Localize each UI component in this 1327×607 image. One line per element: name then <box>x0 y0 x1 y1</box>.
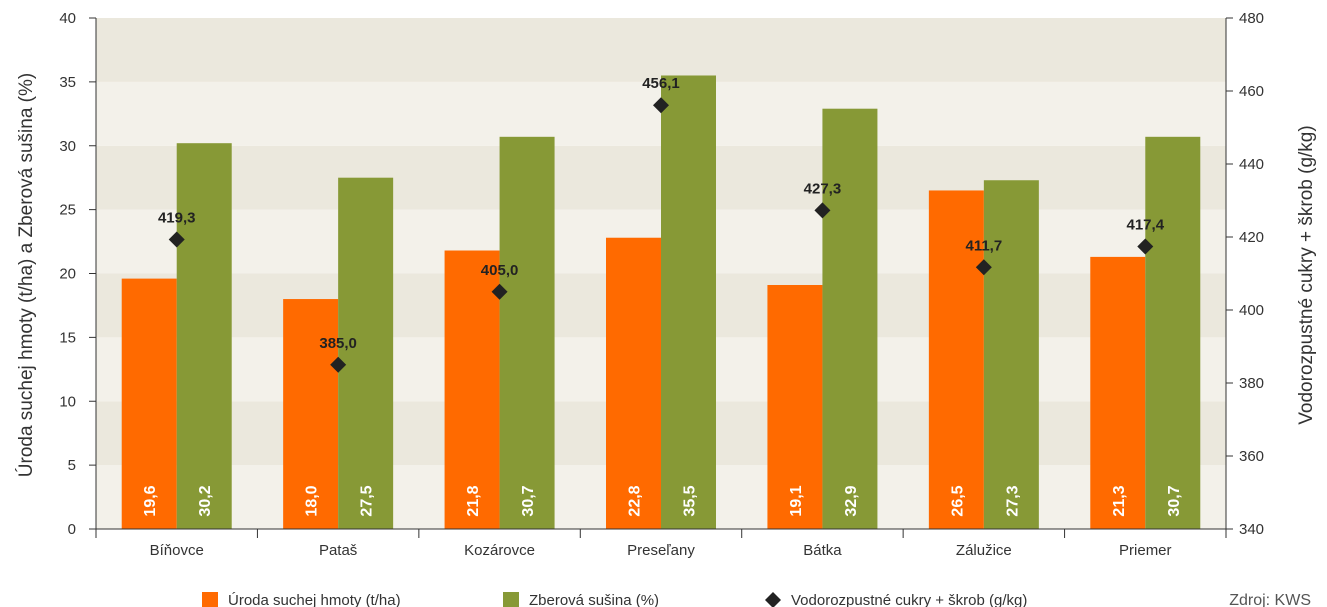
point-cukry <box>975 259 992 276</box>
bar-uroda <box>928 190 984 529</box>
point-cukry <box>330 356 347 373</box>
bar-value-label-susina: 32,9 <box>843 485 860 516</box>
x-tick-label: Zálužice <box>956 542 1012 559</box>
points <box>168 97 1154 373</box>
bar-value-label-susina: 30,7 <box>1166 485 1183 516</box>
x-tick-label: Bátka <box>803 542 842 559</box>
y2-tick-label: 420 <box>1239 229 1264 246</box>
point-value-labels: 419,3 385,0 405,0 456,1 427,3 411,7 417,4 <box>158 75 1165 352</box>
bar-susina <box>499 136 555 529</box>
legend-swatch-cukry-diamond <box>765 592 781 607</box>
bar-susina <box>822 108 878 529</box>
legend-label-cukry: Vodorozpustné cukry + škrob (g/kg) <box>791 592 1027 607</box>
legend-swatch-susina <box>503 592 519 607</box>
bar-susina <box>338 177 394 529</box>
y-tick-label: 5 <box>68 457 76 474</box>
x-tick-label: Preseľany <box>627 542 695 559</box>
y2-tick-label: 440 <box>1239 156 1264 173</box>
y-tick-label: 25 <box>59 202 76 219</box>
bar-value-label-uroda: 19,1 <box>788 485 805 516</box>
y2-tick-label: 480 <box>1239 10 1264 27</box>
y-tick-label: 30 <box>59 138 76 155</box>
bar-value-label-susina: 27,5 <box>359 485 376 516</box>
bar-uroda <box>283 299 339 529</box>
point-value-label: 456,1 <box>642 75 680 92</box>
y2-tick-label: 340 <box>1239 521 1264 538</box>
y-tick-label: 0 <box>68 521 76 538</box>
bars <box>121 75 1201 530</box>
legend-label-susina: Zberová sušina (%) <box>529 592 659 607</box>
point-cukry <box>491 283 508 300</box>
x-tick-label: Pataš <box>319 542 357 559</box>
legend-swatch-uroda <box>202 592 218 607</box>
y-tick-label: 10 <box>59 393 76 410</box>
bar-value-label-uroda: 19,6 <box>142 485 159 516</box>
point-value-label: 411,7 <box>965 237 1002 254</box>
bar-value-label-uroda: 21,8 <box>465 485 482 516</box>
y-tick-label: 40 <box>59 10 76 27</box>
bar-value-label-uroda: 22,8 <box>627 485 644 516</box>
bar-value-label-susina: 30,2 <box>197 485 214 516</box>
y-tick-label: 20 <box>59 266 76 283</box>
x-tick-label: Bíňovce <box>150 542 204 559</box>
bar-uroda <box>444 250 500 529</box>
y-tick-label: 15 <box>59 329 76 346</box>
y2-tick-label: 400 <box>1239 302 1264 319</box>
bar-uroda <box>606 237 661 530</box>
y2-axis-title: Vodorozpustné cukry + škrob (g/kg) <box>1296 125 1317 424</box>
point-cukry <box>653 97 669 114</box>
x-tick-label: Priemer <box>1119 542 1172 559</box>
y-tick-label: 35 <box>59 74 76 91</box>
bar-value-label-uroda: 21,3 <box>1111 485 1128 516</box>
bar-susina <box>661 75 716 530</box>
point-cukry <box>1137 238 1154 255</box>
y2-tick-label: 460 <box>1239 83 1264 100</box>
bar-value-label-susina: 27,3 <box>1004 485 1021 516</box>
y2-axis-ticks: 340 360 380 400 420 440 460 480 <box>1226 10 1264 538</box>
point-value-label: 405,0 <box>481 262 519 279</box>
bar-uroda <box>1090 256 1146 529</box>
y-axis-title: Úroda suchej hmoty (t/ha) a Zberová suši… <box>15 73 37 477</box>
point-value-label: 427,3 <box>804 180 842 197</box>
bar-susina <box>983 180 1039 529</box>
point-cukry <box>168 231 185 248</box>
bar-value-label-uroda: 18,0 <box>304 485 321 516</box>
bar-susina <box>1145 136 1201 529</box>
source-note: Zdroj: KWS <box>1229 592 1311 607</box>
y2-tick-label: 360 <box>1239 448 1264 465</box>
bar-value-label-uroda: 26,5 <box>949 485 966 516</box>
point-cukry <box>814 202 831 219</box>
point-value-label: 417,4 <box>1127 216 1165 233</box>
y2-tick-label: 380 <box>1239 375 1264 392</box>
x-axis-ticks: Bíňovce Pataš Kozárovce Preseľany Bátka Záluž… <box>95 529 1227 559</box>
y-axis-ticks: 0 5 10 15 20 25 30 35 40 <box>59 10 96 538</box>
bar-value-label-susina: 30,7 <box>520 485 537 516</box>
x-tick-label: Kozárovce <box>464 542 535 559</box>
bar-value-labels: 19,6 18,0 21,8 22,8 19,1 26,5 21,3 30,2 27,5 30,7… <box>142 485 1183 516</box>
point-value-label: 385,0 <box>319 335 357 352</box>
bar-susina <box>176 143 232 529</box>
point-value-label: 419,3 <box>158 210 196 227</box>
legend: Úroda suchej hmoty (t/ha) Zberová sušina… <box>202 592 1027 607</box>
bar-uroda <box>121 278 177 529</box>
plot-band <box>96 18 1226 82</box>
legend-label-uroda: Úroda suchej hmoty (t/ha) <box>228 592 401 607</box>
bar-value-label-susina: 35,5 <box>682 485 699 516</box>
bar-uroda <box>767 284 823 529</box>
